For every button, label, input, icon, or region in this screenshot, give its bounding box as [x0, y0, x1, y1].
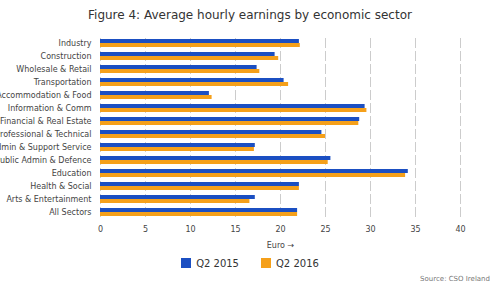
svg-text:All Sectors: All Sectors: [49, 208, 91, 217]
html-text:Q2 2016: Q2 2016: [276, 258, 319, 269]
svg-text:Transportation: Transportation: [33, 78, 92, 87]
html-text:Source: CSO Ireland: Source: CSO Ireland: [420, 275, 490, 283]
svg-text:30: 30: [365, 225, 375, 234]
svg-text:Professional & Technical: Professional & Technical: [0, 130, 92, 139]
svg-text:35: 35: [410, 225, 420, 234]
svg-text:Industry: Industry: [59, 39, 92, 48]
svg-text:Public Admin & Defence: Public Admin & Defence: [0, 156, 92, 165]
svg-text:0: 0: [98, 225, 103, 234]
svg-text:Education: Education: [52, 169, 92, 178]
svg-text:Euro →: Euro →: [267, 241, 295, 250]
html-text:Q2 2015: Q2 2015: [196, 258, 239, 269]
svg-text:5: 5: [143, 225, 148, 234]
svg-text:25: 25: [320, 225, 330, 234]
svg-text:Accommodation & Food: Accommodation & Food: [0, 91, 92, 100]
svg-text:10: 10: [185, 225, 195, 234]
svg-text:Admin & Support Service: Admin & Support Service: [0, 143, 92, 152]
svg-text:15: 15: [230, 225, 240, 234]
svg-text:Health & Social: Health & Social: [30, 182, 91, 191]
svg-text:20: 20: [275, 225, 285, 234]
svg-text:Wholesale & Retail: Wholesale & Retail: [16, 65, 91, 74]
svg-text:Financial & Real Estate: Financial & Real Estate: [0, 117, 92, 126]
svg-text:Information & Comm: Information & Comm: [8, 104, 92, 113]
svg-text:40: 40: [455, 225, 465, 234]
html-text:Figure 4: Average hourly earni: Figure 4: Average hourly earnings by eco…: [88, 8, 412, 22]
svg-text:Construction: Construction: [41, 52, 92, 61]
svg-text:Arts & Entertainment: Arts & Entertainment: [6, 195, 91, 204]
